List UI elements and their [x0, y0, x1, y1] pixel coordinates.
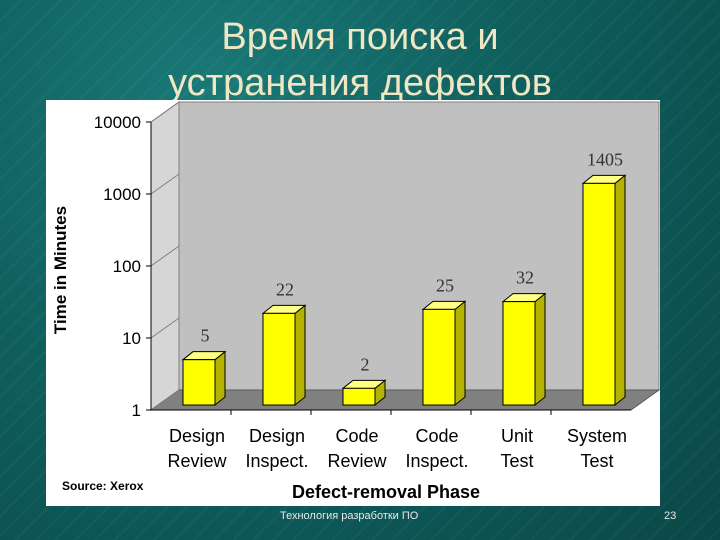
bar	[582, 182, 616, 406]
y-axis-title: Time in Minutes	[51, 206, 70, 334]
bar-value-label: 2	[361, 354, 370, 374]
y-tick-label: 100	[113, 257, 141, 276]
x-category-label: Review	[327, 451, 387, 471]
x-category-label: Review	[167, 451, 227, 471]
x-category-label: Test	[500, 451, 533, 471]
y-tick-label: 1	[132, 401, 141, 420]
bar-chart: 1 10 100 1000 10000 5 Design Review 22 Design Insp…	[51, 101, 660, 502]
slide-title: Время поиска и устранения дефектов	[0, 14, 720, 106]
bar-side	[214, 350, 226, 407]
x-category-label: Design	[169, 426, 225, 446]
x-category-label: Inspect.	[245, 451, 308, 471]
bar	[182, 359, 216, 406]
y-tick-label: 10000	[94, 113, 141, 132]
x-axis-title: Defect-removal Phase	[292, 482, 480, 502]
bar-side	[454, 300, 466, 407]
bar-value-label: 5	[201, 326, 210, 346]
x-category-label: Code	[415, 426, 458, 446]
bar-side	[614, 174, 626, 407]
y-tick-label: 1000	[103, 185, 141, 204]
bar-value-label: 25	[436, 275, 454, 295]
y-grid-line	[150, 173, 180, 195]
bar-side	[294, 304, 306, 407]
bar-value-label: 1405	[587, 149, 623, 169]
x-category-label: System	[567, 426, 627, 446]
bar	[342, 387, 376, 406]
slide-title-line-1: Время поиска и	[221, 16, 499, 58]
y-grid-line	[150, 317, 180, 339]
y-tick-label: 10	[122, 329, 141, 348]
bar	[262, 312, 296, 406]
source-note: Source: Xerox	[62, 479, 144, 493]
x-category-label: Unit	[501, 426, 533, 446]
footer-course-name: Технология разработки ПО	[280, 510, 419, 522]
bar-value-label: 22	[276, 279, 294, 299]
x-category-label: Design	[249, 426, 305, 446]
y-grid-line	[150, 101, 180, 123]
page-number: 23	[664, 510, 677, 522]
x-category-label: Test	[580, 451, 613, 471]
bar	[422, 308, 456, 406]
y-grid-line	[150, 245, 180, 267]
bar	[502, 301, 536, 406]
x-category-label: Code	[335, 426, 378, 446]
chart-panel: 1 10 100 1000 10000 5 Design Review 22 Design Insp…	[46, 100, 660, 506]
x-category-label: Inspect.	[405, 451, 468, 471]
slide-title-line-2: устранения дефектов	[168, 62, 552, 104]
bar-side	[534, 292, 546, 407]
bar-value-label: 32	[516, 268, 534, 288]
y-grid-line	[150, 389, 180, 411]
